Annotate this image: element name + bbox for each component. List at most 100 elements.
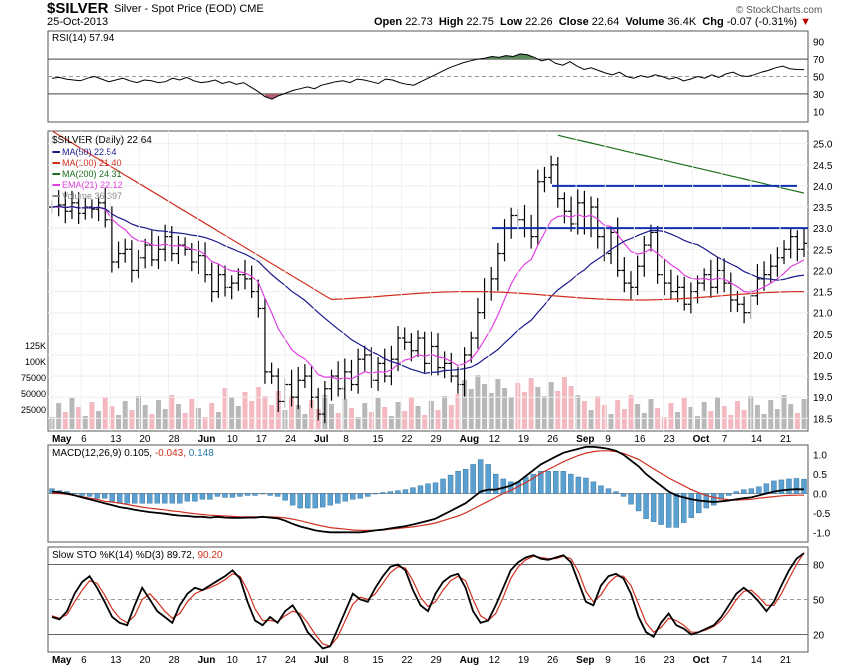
sto-title: Slow STO %K(14) %D(3) 89.72, 90.20: [52, 550, 223, 561]
volume-bar: [528, 378, 534, 429]
volume-bar: [448, 405, 454, 429]
volume-bar: [175, 404, 181, 429]
macd-hist-bar: [365, 493, 371, 497]
macd-hist-bar: [350, 493, 356, 500]
macd-line: [51, 445, 805, 534]
sto-title-part: 90.20: [197, 550, 222, 561]
price-xlabel: 8: [343, 434, 349, 445]
volume-bar: [162, 409, 168, 429]
sto-xlabel: 24: [285, 655, 297, 666]
macd-hist-bar: [304, 493, 311, 509]
close-label: Close: [558, 16, 589, 28]
sto-ytick: 50: [813, 596, 825, 607]
ma200-line: [557, 134, 805, 194]
macd-hist-bar: [177, 493, 183, 504]
rsi-ytick-70: 70: [813, 55, 825, 66]
sto-xlabel: 22: [401, 655, 413, 666]
sto-title-part: Slow STO %K(14) %D(3): [52, 550, 167, 561]
volume-bar: [375, 398, 381, 429]
macd-hist-bar: [643, 493, 649, 519]
volume-bar: [535, 387, 541, 429]
price-ytick: 21.0: [813, 309, 833, 320]
macd-hist-bar: [635, 493, 642, 512]
volume-bar: [695, 416, 701, 429]
price-ytick: 19.0: [813, 393, 833, 404]
volume-bar: [428, 401, 434, 429]
macd-hist-bar: [342, 493, 348, 502]
macd-hist-bar: [801, 478, 807, 494]
volume-bar: [155, 400, 161, 429]
macd-hist-bar: [620, 493, 627, 497]
price-xlabel: 14: [751, 434, 763, 445]
rsi-ytick-50: 50: [813, 73, 825, 84]
price-xlabel: 23: [664, 434, 676, 445]
rsi-line: [51, 53, 805, 100]
macd-hist-bar: [553, 470, 559, 494]
rsi-ytick-30: 30: [813, 90, 825, 101]
price-xlabel: 13: [110, 434, 122, 445]
sto-xlabel: 14: [751, 655, 763, 666]
legend-entry: MA(50) 22.54: [62, 147, 117, 157]
volume-bar: [295, 405, 301, 429]
ma50-line: [51, 205, 805, 375]
volume-bar: [781, 395, 787, 429]
price-ytick: 21.5: [813, 288, 833, 299]
macd-hist-bar: [79, 493, 85, 496]
price-xlabel: 20: [139, 434, 151, 445]
macd-hist-bar: [417, 485, 424, 494]
volume-bar: [601, 405, 607, 429]
ema21-line: [51, 206, 805, 380]
price-xlabel: Aug: [460, 434, 479, 445]
volume-bar: [82, 416, 88, 429]
volume-bar: [415, 406, 421, 429]
volume-bar: [708, 411, 714, 429]
sto-xlabel: 12: [489, 655, 501, 666]
macd-hist-bar: [568, 473, 574, 494]
macd-hist-bar: [778, 479, 785, 494]
price-xlabel: Sep: [576, 434, 594, 445]
volume-bar: [675, 412, 681, 429]
macd-hist-bar: [274, 493, 281, 497]
volume-bar: [754, 405, 760, 429]
macd-hist-bar: [410, 487, 416, 494]
macd-hist-bar: [530, 473, 536, 494]
price-xlabel: Jul: [314, 434, 329, 445]
volume-bar: [222, 388, 228, 429]
volume-bar: [302, 414, 308, 429]
price-xlabel: 19: [518, 434, 530, 445]
macd-hist-bar: [432, 482, 439, 494]
brand-watermark: © StockCharts.com: [736, 5, 823, 16]
volume-bar: [109, 406, 115, 429]
macd-hist-bar: [312, 493, 318, 509]
macd-ytick: 0.5: [813, 470, 827, 481]
macd-hist-bar: [560, 470, 567, 494]
macd-hist-bar: [244, 493, 251, 496]
sto-xlabel: 6: [81, 655, 87, 666]
macd-hist-bar: [237, 493, 243, 497]
volume-bar: [641, 413, 647, 429]
volume-bar: [116, 415, 122, 429]
macd-hist-bar: [267, 493, 273, 496]
volume-bar: [588, 410, 594, 429]
sto-k-line: [51, 552, 805, 650]
volume-bar: [595, 396, 601, 429]
volume-bar: [701, 402, 707, 429]
volume-bar: [368, 412, 374, 429]
sto-xlabel: 8: [343, 655, 349, 666]
macd-hist-bar: [289, 493, 296, 506]
macd-ytick: -1.0: [813, 528, 831, 539]
volume-bar: [182, 413, 188, 429]
price-xlabel: 15: [372, 434, 384, 445]
macd-hist-bar: [523, 476, 529, 494]
price-xlabel: 28: [168, 434, 180, 445]
open-value: 22.73: [405, 16, 433, 28]
macd-hist-bar: [199, 493, 206, 500]
volume-bar: [215, 412, 221, 429]
macd-hist-bar: [207, 493, 213, 500]
price-ytick: 22.5: [813, 245, 833, 256]
macd-hist-bar: [372, 493, 379, 495]
volume-bar: [502, 388, 508, 429]
macd-hist-bar: [575, 476, 582, 494]
volume-bar: [768, 400, 774, 429]
price-xlabel: Oct: [693, 434, 710, 445]
